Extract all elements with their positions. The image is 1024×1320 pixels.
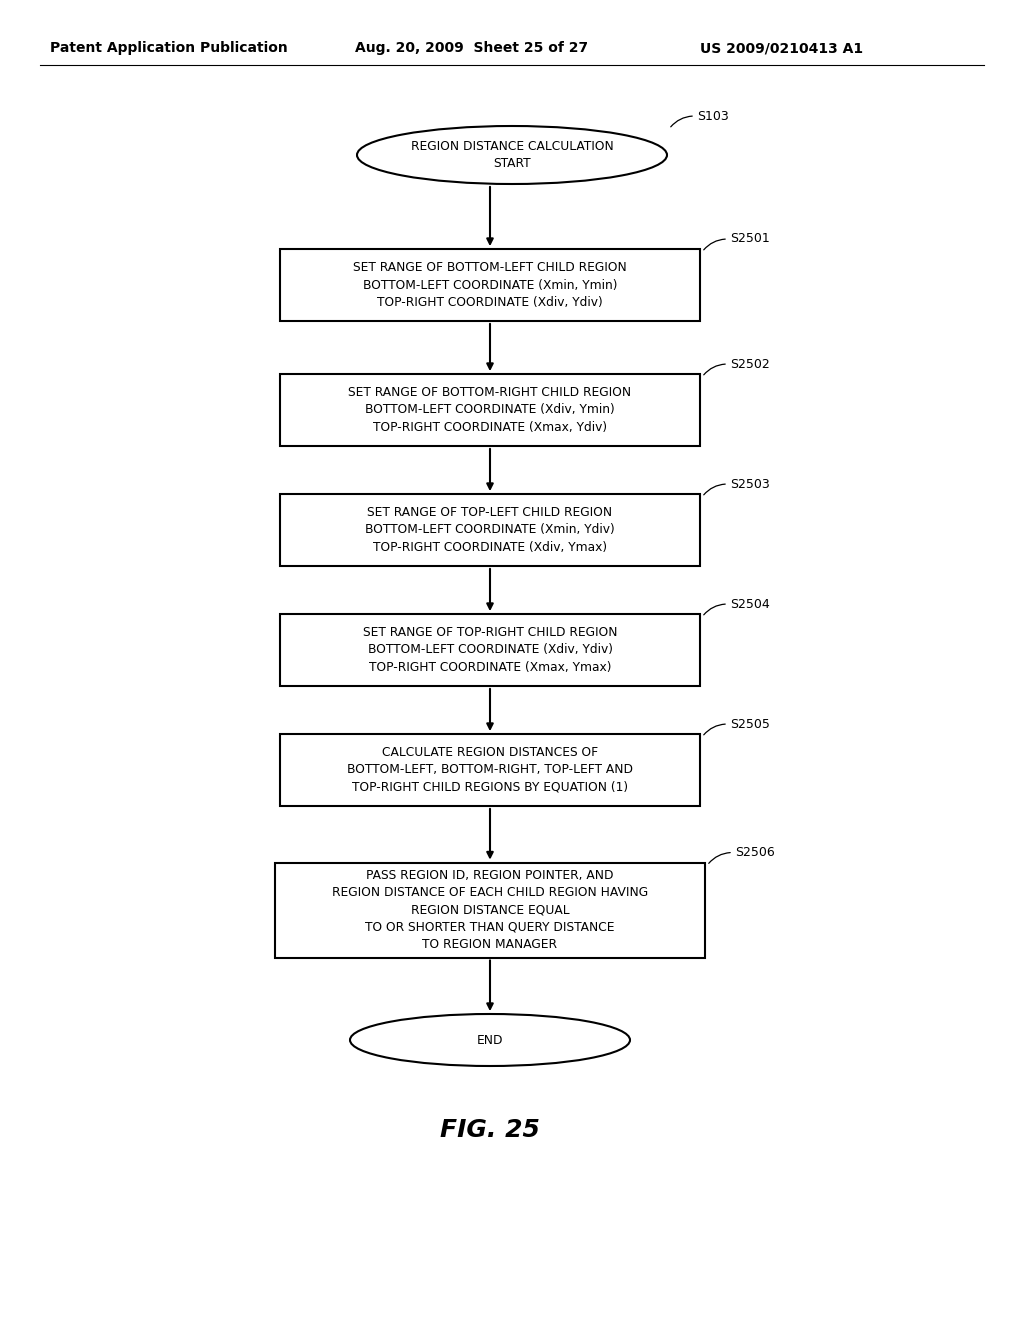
Ellipse shape (350, 1014, 630, 1067)
Text: S2503: S2503 (730, 478, 770, 491)
FancyBboxPatch shape (280, 734, 700, 807)
FancyBboxPatch shape (280, 494, 700, 566)
Text: SET RANGE OF BOTTOM-LEFT CHILD REGION
BOTTOM-LEFT COORDINATE (Xmin, Ymin)
TOP-RI: SET RANGE OF BOTTOM-LEFT CHILD REGION BO… (353, 261, 627, 309)
FancyBboxPatch shape (280, 374, 700, 446)
Text: S2501: S2501 (730, 232, 770, 246)
Text: REGION DISTANCE CALCULATION
START: REGION DISTANCE CALCULATION START (411, 140, 613, 170)
Text: SET RANGE OF BOTTOM-RIGHT CHILD REGION
BOTTOM-LEFT COORDINATE (Xdiv, Ymin)
TOP-R: SET RANGE OF BOTTOM-RIGHT CHILD REGION B… (348, 385, 632, 434)
Ellipse shape (357, 125, 667, 183)
Text: FIG. 25: FIG. 25 (440, 1118, 540, 1142)
Text: Patent Application Publication: Patent Application Publication (50, 41, 288, 55)
Text: US 2009/0210413 A1: US 2009/0210413 A1 (700, 41, 863, 55)
Text: Aug. 20, 2009  Sheet 25 of 27: Aug. 20, 2009 Sheet 25 of 27 (355, 41, 588, 55)
FancyBboxPatch shape (280, 614, 700, 686)
Text: SET RANGE OF TOP-LEFT CHILD REGION
BOTTOM-LEFT COORDINATE (Xmin, Ydiv)
TOP-RIGHT: SET RANGE OF TOP-LEFT CHILD REGION BOTTO… (366, 506, 614, 554)
Text: SET RANGE OF TOP-RIGHT CHILD REGION
BOTTOM-LEFT COORDINATE (Xdiv, Ydiv)
TOP-RIGH: SET RANGE OF TOP-RIGHT CHILD REGION BOTT… (362, 626, 617, 675)
Text: S2502: S2502 (730, 358, 770, 371)
FancyBboxPatch shape (280, 249, 700, 321)
Text: S2505: S2505 (730, 718, 770, 730)
Text: PASS REGION ID, REGION POINTER, AND
REGION DISTANCE OF EACH CHILD REGION HAVING
: PASS REGION ID, REGION POINTER, AND REGI… (332, 869, 648, 952)
Text: CALCULATE REGION DISTANCES OF
BOTTOM-LEFT, BOTTOM-RIGHT, TOP-LEFT AND
TOP-RIGHT : CALCULATE REGION DISTANCES OF BOTTOM-LEF… (347, 746, 633, 795)
Text: S2506: S2506 (735, 846, 775, 859)
Text: S2504: S2504 (730, 598, 770, 610)
Text: END: END (477, 1034, 503, 1047)
Text: S103: S103 (697, 110, 729, 123)
FancyBboxPatch shape (275, 862, 705, 957)
